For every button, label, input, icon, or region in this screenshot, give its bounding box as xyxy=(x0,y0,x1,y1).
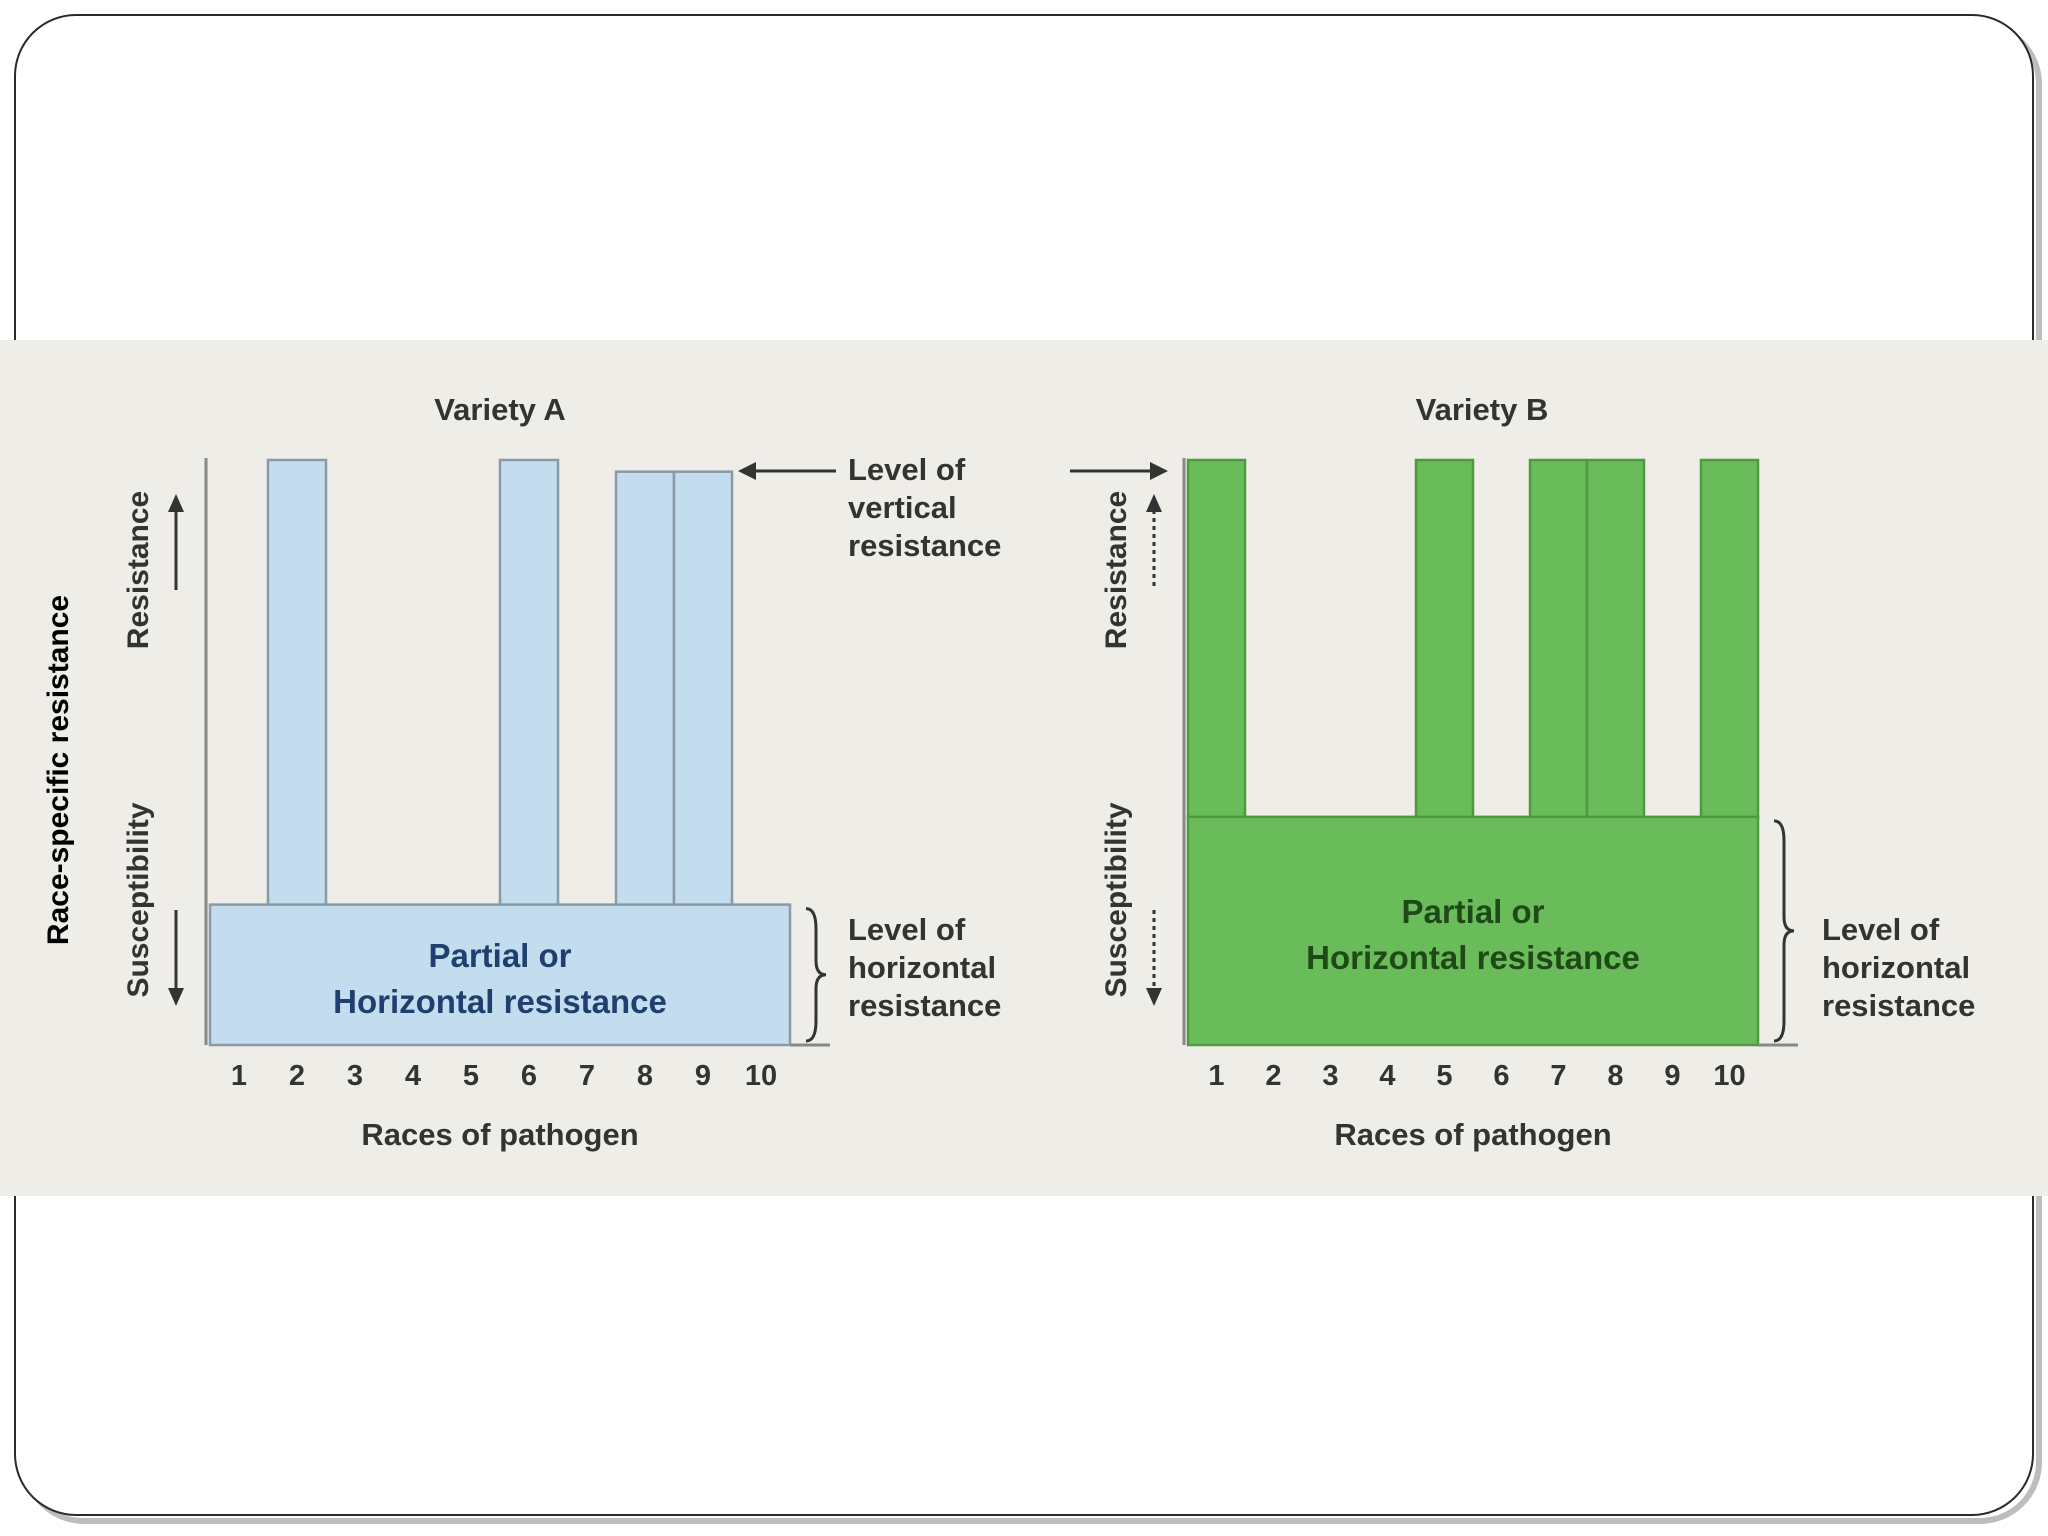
vertical-arrow-right-head xyxy=(1150,462,1168,480)
susceptibility-arrow-head xyxy=(1146,988,1162,1006)
x-tick-label: 4 xyxy=(405,1060,421,1092)
resistance-bar xyxy=(1528,458,1589,820)
x-tick-label: 3 xyxy=(1322,1060,1338,1092)
horizontal-level-brace xyxy=(805,907,827,1043)
horizontal-block-label-line2: Horizontal resistance xyxy=(333,983,667,1020)
x-tick-label: 1 xyxy=(1208,1060,1224,1092)
chart-panel-variety-b: Variety B Resistance Susceptibility Partial… xyxy=(1100,392,1798,1152)
horizontal-label-a-line3: resistance xyxy=(848,988,1001,1023)
horizontal-resistance-annotation-b: Level of horizontal resistance xyxy=(1822,912,1975,1023)
y-label-resistance: Resistance xyxy=(122,491,155,649)
resistance-arrow-head xyxy=(168,494,184,512)
horizontal-resistance-block xyxy=(1186,815,1760,1047)
resistance-bar xyxy=(1699,458,1760,820)
y-label-susceptibility: Susceptibility xyxy=(1100,802,1133,997)
resistance-bar xyxy=(614,470,676,907)
vertical-label-line3: resistance xyxy=(848,528,1001,563)
horizontal-resistance-annotation-a: Level of horizontal resistance xyxy=(848,912,1001,1023)
x-tick-label: 5 xyxy=(463,1060,479,1092)
resistance-bar xyxy=(1585,458,1646,820)
resistance-bar xyxy=(672,470,734,907)
vertical-resistance-annotation: Level of vertical resistance xyxy=(738,452,1168,563)
vertical-label-line2: vertical xyxy=(848,490,957,525)
x-tick-label: 1 xyxy=(231,1060,247,1092)
x-tick-label: 6 xyxy=(521,1060,537,1092)
x-tick-label: 4 xyxy=(1379,1060,1395,1092)
horizontal-block-label-line1: Partial or xyxy=(428,937,571,974)
x-tick-label: 2 xyxy=(289,1060,305,1092)
horizontal-block-label-line1: Partial or xyxy=(1401,893,1544,930)
x-tick-label: 7 xyxy=(1550,1060,1566,1092)
horizontal-label-b-line1: Level of xyxy=(1822,912,1940,947)
horizontal-label-b-line3: resistance xyxy=(1822,988,1975,1023)
resistance-bar xyxy=(266,458,328,907)
x-tick-label: 7 xyxy=(579,1060,595,1092)
susceptibility-arrow-head xyxy=(168,988,184,1006)
x-tick-label: 3 xyxy=(347,1060,363,1092)
x-tick-label: 8 xyxy=(1607,1060,1623,1092)
x-axis-label: Races of pathogen xyxy=(1334,1117,1611,1152)
figure-svg: Race-specific resistance Variety A Resist… xyxy=(0,340,2048,1196)
x-tick-label: 6 xyxy=(1493,1060,1509,1092)
horizontal-block-label-line2: Horizontal resistance xyxy=(1306,939,1640,976)
resistance-bar xyxy=(1414,458,1475,820)
vertical-label-line1: Level of xyxy=(848,452,966,487)
x-axis-label: Races of pathogen xyxy=(361,1117,638,1152)
chart-panel-variety-a: Variety A Resistance Susceptibility Partial… xyxy=(122,392,830,1152)
y-axis-title: Race-specific resistance xyxy=(42,595,75,945)
vertical-arrow-left-head xyxy=(738,462,756,480)
x-tick-label: 8 xyxy=(637,1060,653,1092)
y-label-susceptibility: Susceptibility xyxy=(122,802,155,997)
horizontal-label-b-line2: horizontal xyxy=(1822,950,1970,985)
resistance-arrow-head xyxy=(1146,494,1162,512)
x-tick-label: 9 xyxy=(695,1060,711,1092)
chart-title: Variety B xyxy=(1416,392,1549,427)
horizontal-label-a-line1: Level of xyxy=(848,912,966,947)
x-tick-label: 10 xyxy=(1713,1060,1745,1092)
y-label-resistance: Resistance xyxy=(1100,491,1133,649)
x-tick-label: 9 xyxy=(1664,1060,1680,1092)
resistance-figure: Race-specific resistance Variety A Resist… xyxy=(0,340,2048,1196)
horizontal-resistance-block xyxy=(208,903,792,1047)
x-tick-label: 10 xyxy=(745,1060,777,1092)
horizontal-label-a-line2: horizontal xyxy=(848,950,996,985)
x-tick-label: 2 xyxy=(1265,1060,1281,1092)
chart-title: Variety A xyxy=(434,392,566,427)
resistance-bar xyxy=(498,458,560,907)
horizontal-level-brace xyxy=(1773,819,1795,1043)
resistance-bar xyxy=(1186,458,1247,820)
x-tick-label: 5 xyxy=(1436,1060,1452,1092)
